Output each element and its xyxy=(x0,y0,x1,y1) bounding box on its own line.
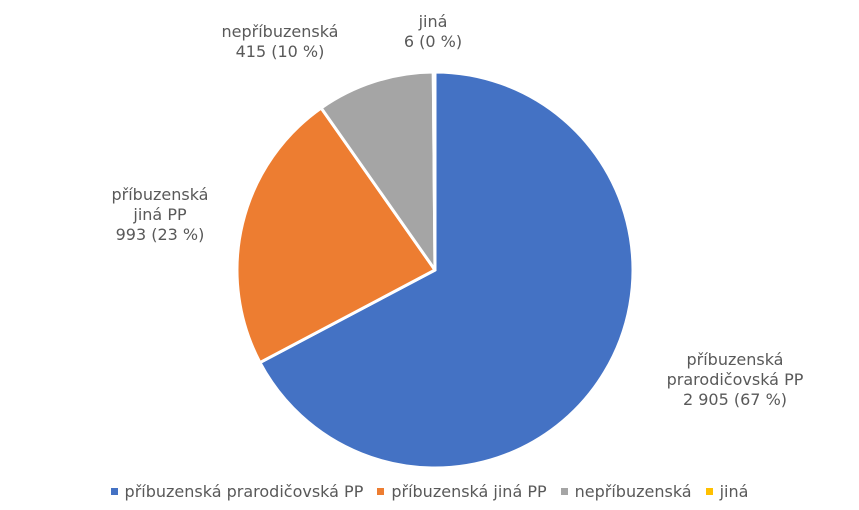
data-label: jiná 6 (0 %) xyxy=(383,12,483,52)
data-label-value: 2 905 (67 %) xyxy=(682,390,788,409)
legend-label: jiná xyxy=(719,482,749,501)
legend-swatch xyxy=(560,488,568,495)
legend: příbuzenská prarodičovská PP příbuzenská … xyxy=(0,482,859,501)
legend-item: jiná xyxy=(705,482,749,501)
legend-swatch xyxy=(377,488,385,495)
data-label: nepříbuzenská 415 (10 %) xyxy=(200,22,360,62)
data-label: příbuzenská prarodičovská PP 2 905 (67 %) xyxy=(648,350,823,410)
legend-label: příbuzenská prarodičovská PP xyxy=(124,482,364,501)
pie-slice xyxy=(258,70,635,470)
data-label: příbuzenská jiná PP 993 (23 %) xyxy=(95,185,225,245)
pie-slice xyxy=(235,106,437,365)
legend-swatch xyxy=(110,488,118,495)
pie-area xyxy=(235,70,635,470)
legend-label: nepříbuzenská xyxy=(574,482,692,501)
legend-item: příbuzenská jiná PP xyxy=(377,482,547,501)
data-label-value: 6 (0 %) xyxy=(403,32,463,51)
data-label-value: 415 (10 %) xyxy=(235,42,325,61)
data-label-value: 993 (23 %) xyxy=(115,225,205,244)
data-label-category: příbuzenská jiná PP xyxy=(111,185,209,224)
legend-item: nepříbuzenská xyxy=(560,482,692,501)
pie-slice xyxy=(431,70,437,272)
pie-slice xyxy=(319,70,437,272)
data-label-category: nepříbuzenská xyxy=(221,22,339,41)
legend-swatch xyxy=(705,488,713,495)
legend-label: příbuzenská jiná PP xyxy=(391,482,547,501)
data-label-category: jiná xyxy=(418,12,448,31)
data-label-category: příbuzenská prarodičovská PP xyxy=(666,350,804,389)
legend-item: příbuzenská prarodičovská PP xyxy=(110,482,364,501)
